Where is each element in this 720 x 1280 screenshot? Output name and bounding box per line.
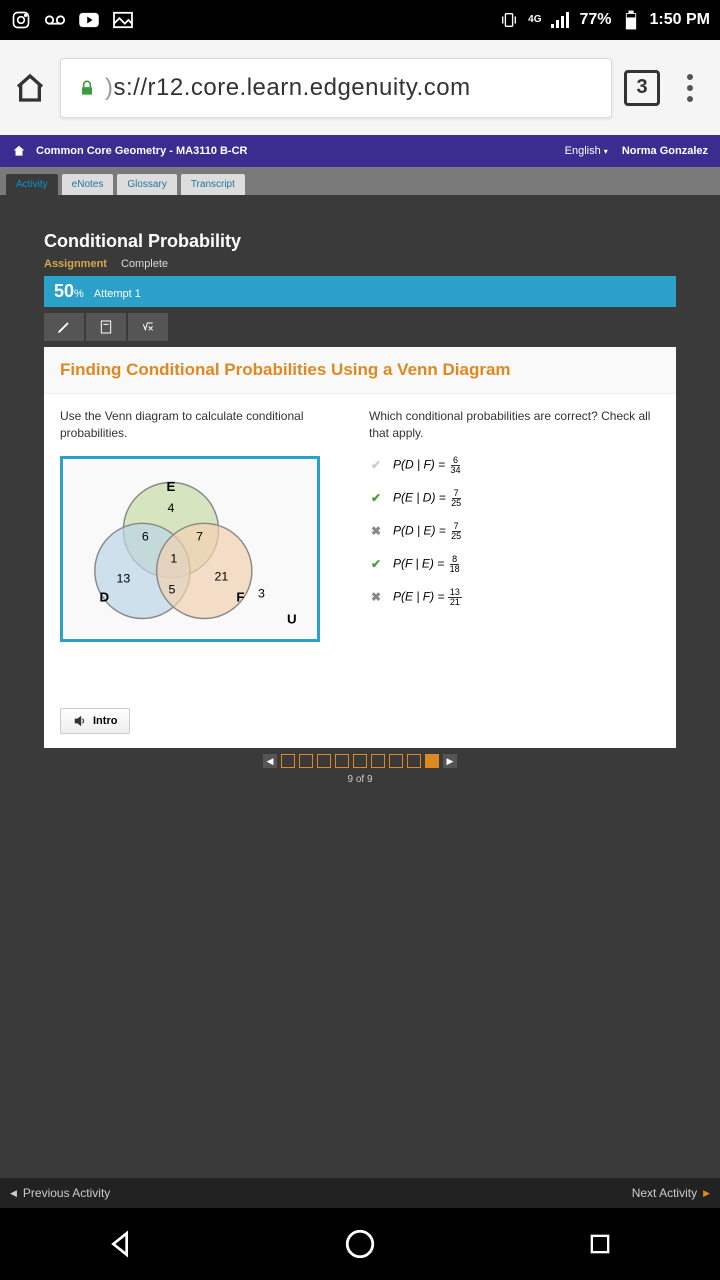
answer-3: ✔ P(F | E) = 818	[369, 555, 660, 574]
tab-count-button[interactable]: 3	[624, 70, 660, 106]
network-type: 4G	[528, 15, 541, 25]
url-text: )s://r12.core.learn.edgenuity.com	[105, 74, 471, 102]
pager-next[interactable]: ▶	[443, 754, 457, 768]
check-icon: ✔	[369, 491, 383, 505]
tab-activity[interactable]: Activity	[6, 174, 58, 195]
youtube-icon	[78, 11, 100, 29]
instagram-icon	[10, 11, 32, 29]
pager-box[interactable]	[389, 754, 403, 768]
intro-button[interactable]: Intro	[60, 708, 130, 734]
pager-box[interactable]	[299, 754, 313, 768]
android-home-button[interactable]	[340, 1224, 380, 1264]
svg-text:E: E	[167, 479, 176, 494]
pager: ◀ ▶	[44, 748, 676, 770]
toolbar	[44, 307, 676, 347]
x-icon: ✖	[369, 524, 383, 538]
pager-box[interactable]	[317, 754, 331, 768]
content-area: Conditional Probability Assignment Compl…	[0, 195, 720, 795]
lock-icon	[77, 78, 97, 98]
android-back-button[interactable]	[100, 1224, 140, 1264]
x-icon: ✖	[369, 590, 383, 604]
pager-box[interactable]	[425, 754, 439, 768]
pager-box[interactable]	[281, 754, 295, 768]
tab-glossary[interactable]: Glossary	[117, 174, 176, 195]
venn-diagram: E D F U 4 13 21 6 7 5 1 3	[60, 456, 320, 642]
svg-text:21: 21	[215, 569, 229, 583]
android-recent-button[interactable]	[580, 1224, 620, 1264]
image-icon	[112, 11, 134, 29]
svg-text:D: D	[100, 589, 110, 604]
complete-label: Complete	[121, 258, 168, 270]
score-bar: 50% Attempt 1	[44, 276, 676, 307]
tab-transcript[interactable]: Transcript	[181, 174, 245, 195]
next-activity-button[interactable]: Next Activity▶	[632, 1186, 710, 1200]
svg-text:13: 13	[116, 571, 130, 585]
pager-box[interactable]	[407, 754, 421, 768]
svg-text:7: 7	[196, 529, 203, 543]
svg-text:6: 6	[142, 529, 149, 543]
language-selector[interactable]: English ▾	[565, 145, 608, 157]
assignment-label: Assignment	[44, 258, 107, 270]
check-icon: ✔	[369, 557, 383, 571]
user-name: Norma Gonzalez	[622, 145, 708, 157]
answer-4: ✖ P(E | F) = 1321	[369, 588, 660, 607]
answer-2: ✖ P(D | E) = 725	[369, 522, 660, 541]
bottom-nav: ◀Previous Activity Next Activity▶	[0, 1178, 720, 1208]
signal-icon	[550, 11, 572, 29]
url-bar[interactable]: )s://r12.core.learn.edgenuity.com	[60, 58, 612, 118]
prev-activity-button[interactable]: ◀Previous Activity	[10, 1186, 110, 1200]
check-gray-icon: ✔	[369, 458, 383, 472]
clock: 1:50 PM	[650, 11, 710, 29]
math-tool[interactable]	[128, 313, 168, 341]
answers-list: ✔ P(D | F) = 634 ✔ P(E | D) = 725 ✖ P(D …	[369, 456, 660, 607]
activity-panel: Finding Conditional Probabilities Using …	[44, 347, 676, 748]
course-home-icon[interactable]	[12, 144, 26, 158]
pager-box[interactable]	[353, 754, 367, 768]
voicemail-icon	[44, 11, 66, 29]
right-instruction: Which conditional probabilities are corr…	[369, 408, 660, 442]
svg-text:3: 3	[258, 586, 265, 600]
tab-enotes[interactable]: eNotes	[62, 174, 114, 195]
answer-0: ✔ P(D | F) = 634	[369, 456, 660, 475]
course-title: Common Core Geometry - MA3110 B-CR	[36, 145, 248, 157]
pager-prev[interactable]: ◀	[263, 754, 277, 768]
battery-icon	[620, 11, 642, 29]
course-header: Common Core Geometry - MA3110 B-CR Engli…	[0, 135, 720, 167]
browser-home-button[interactable]	[12, 70, 48, 106]
svg-text:4: 4	[168, 500, 175, 514]
pager-box[interactable]	[335, 754, 349, 768]
android-nav-bar	[0, 1208, 720, 1280]
tabs-bar: Activity eNotes Glossary Transcript	[0, 167, 720, 195]
answer-1: ✔ P(E | D) = 725	[369, 489, 660, 508]
browser-bar: )s://r12.core.learn.edgenuity.com 3	[0, 40, 720, 135]
pager-box[interactable]	[371, 754, 385, 768]
android-status-bar: 4G 77% 1:50 PM	[0, 0, 720, 40]
browser-menu-button[interactable]	[672, 74, 708, 102]
pager-text: 9 of 9	[44, 770, 676, 795]
svg-text:5: 5	[168, 582, 175, 596]
battery-pct: 77%	[580, 11, 612, 29]
empty-area	[0, 795, 720, 1178]
pencil-tool[interactable]	[44, 313, 84, 341]
speaker-icon	[73, 714, 87, 728]
svg-text:F: F	[236, 589, 244, 604]
calculator-tool[interactable]	[86, 313, 126, 341]
svg-text:U: U	[287, 611, 297, 626]
panel-header: Finding Conditional Probabilities Using …	[44, 347, 676, 394]
svg-text:1: 1	[170, 551, 177, 565]
page-title: Conditional Probability	[44, 231, 676, 252]
left-instruction: Use the Venn diagram to calculate condit…	[60, 408, 351, 442]
vibrate-icon	[498, 11, 520, 29]
